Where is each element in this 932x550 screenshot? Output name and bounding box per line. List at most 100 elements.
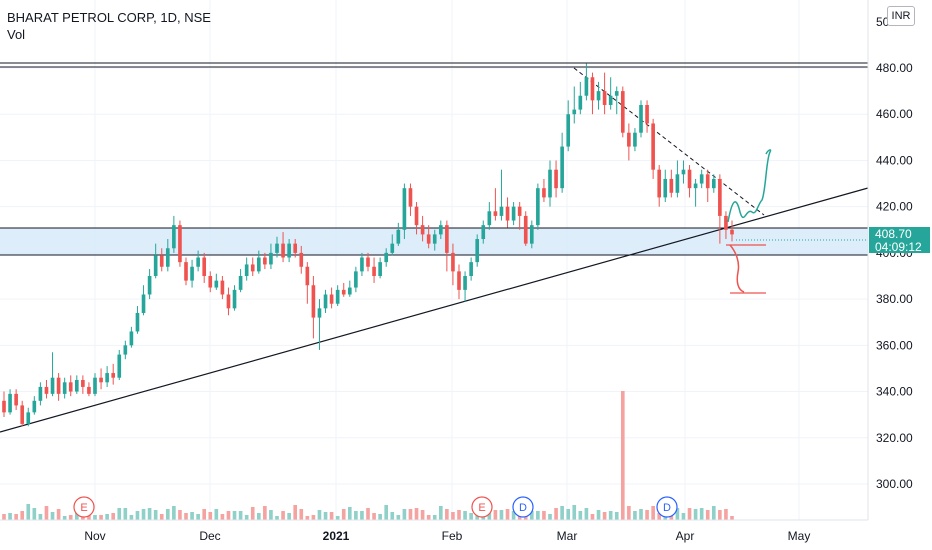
candle-body: [554, 169, 558, 189]
candle-body: [493, 211, 498, 216]
volume-bar: [232, 511, 237, 520]
candle-body: [633, 132, 637, 147]
time-tick-label: 2021: [323, 529, 350, 543]
volume-bar: [724, 509, 728, 520]
volume-bar: [432, 515, 437, 520]
earnings-marker[interactable]: [73, 496, 95, 518]
volume-bar: [117, 508, 122, 520]
candle-body: [50, 377, 55, 394]
candle-body: [366, 257, 370, 267]
symbol-title: BHARAT PETROL CORP, 1D, NSE: [7, 10, 211, 25]
time-tick-label: Mar: [557, 529, 578, 543]
candle-body: [256, 257, 261, 272]
candle-body: [141, 294, 146, 313]
candle-body: [614, 91, 619, 96]
price-tick-label: 460.00: [876, 107, 913, 121]
candle-body: [317, 308, 322, 318]
dividend-marker[interactable]: [512, 496, 534, 518]
volume-bar: [287, 513, 291, 520]
candle-body: [287, 243, 291, 258]
time-axis[interactable]: Nov Dec 2021 Feb Mar Apr May: [84, 529, 810, 543]
candle-body: [620, 91, 625, 133]
volume-bar: [602, 512, 607, 520]
candle-body: [414, 206, 419, 226]
chart-legend: BHARAT PETROL CORP, 1D, NSE Vol: [7, 9, 211, 43]
candle-body: [117, 354, 122, 378]
candle-body: [475, 239, 480, 263]
candle-body: [26, 412, 31, 424]
candle-body: [147, 276, 152, 295]
volume-bar: [123, 508, 128, 520]
volume-bar: [62, 516, 67, 520]
volume-bar: [184, 513, 188, 520]
dividend-marker[interactable]: [656, 496, 678, 518]
candle-body: [523, 215, 528, 244]
candle-body: [293, 243, 298, 253]
volume-bar: [384, 505, 389, 520]
volume-bar: [305, 516, 310, 520]
candle-body: [699, 174, 704, 184]
candle-body: [329, 294, 334, 304]
volume-bar: [50, 512, 55, 520]
volume-bar: [38, 514, 43, 520]
volume-bar: [281, 511, 285, 520]
volume-bar: [93, 515, 97, 520]
candle-body: [263, 257, 267, 265]
candle-body: [469, 262, 473, 276]
volume-bar: [196, 514, 200, 520]
volume-bar: [323, 512, 328, 520]
candle-body: [14, 393, 18, 406]
candle-body: [384, 252, 389, 263]
volume-bar: [548, 514, 552, 520]
bar-countdown: 04:09:12: [875, 240, 922, 254]
candle-body: [724, 215, 728, 230]
volume-bar: [711, 506, 716, 520]
price-tick-label: 440.00: [876, 153, 913, 167]
volume-bar: [111, 513, 116, 520]
marker-label: E: [478, 502, 485, 514]
candle-body: [608, 95, 613, 105]
candle-body: [208, 276, 213, 288]
volume-bar: [511, 511, 516, 520]
volume-bar: [208, 512, 213, 520]
volume-bar: [438, 506, 443, 520]
price-tick-label: 340.00: [876, 385, 913, 399]
candle-body: [38, 386, 43, 401]
volume-bar: [2, 514, 6, 520]
volume-bar: [8, 513, 12, 520]
volume-bar: [238, 511, 243, 520]
volume-bar: [263, 506, 267, 520]
price-tick-label: 380.00: [876, 292, 913, 306]
candle-body: [281, 243, 285, 258]
candle-body: [360, 257, 364, 272]
candle-body: [123, 345, 128, 355]
volume-bar: [572, 505, 577, 520]
candle-body: [499, 206, 504, 216]
candle-body: [68, 382, 73, 392]
volume-bar: [220, 514, 225, 520]
candle-body: [548, 169, 552, 198]
currency-button[interactable]: INR: [887, 6, 915, 26]
volume-bar: [408, 509, 413, 520]
candle-body: [572, 109, 577, 115]
earnings-marker[interactable]: [471, 496, 493, 518]
candle-body: [657, 169, 662, 198]
time-tick-label: Feb: [442, 529, 463, 543]
volume-bar: [14, 514, 18, 520]
volume-bar: [378, 514, 382, 520]
marker-label: D: [663, 502, 671, 514]
price-tick-label: 360.00: [876, 338, 913, 352]
drawn-bearish-path: [729, 244, 745, 293]
price-tick-label: 300.00: [876, 477, 913, 491]
candle-body: [238, 276, 243, 290]
candle-body: [159, 255, 164, 267]
volume-bar: [68, 515, 73, 520]
volume-bar: [366, 508, 370, 520]
volume-bar: [311, 515, 316, 520]
candle-body: [2, 400, 6, 413]
volume-bar: [129, 515, 134, 520]
volume-bar: [542, 511, 546, 520]
candle-body: [323, 294, 328, 309]
